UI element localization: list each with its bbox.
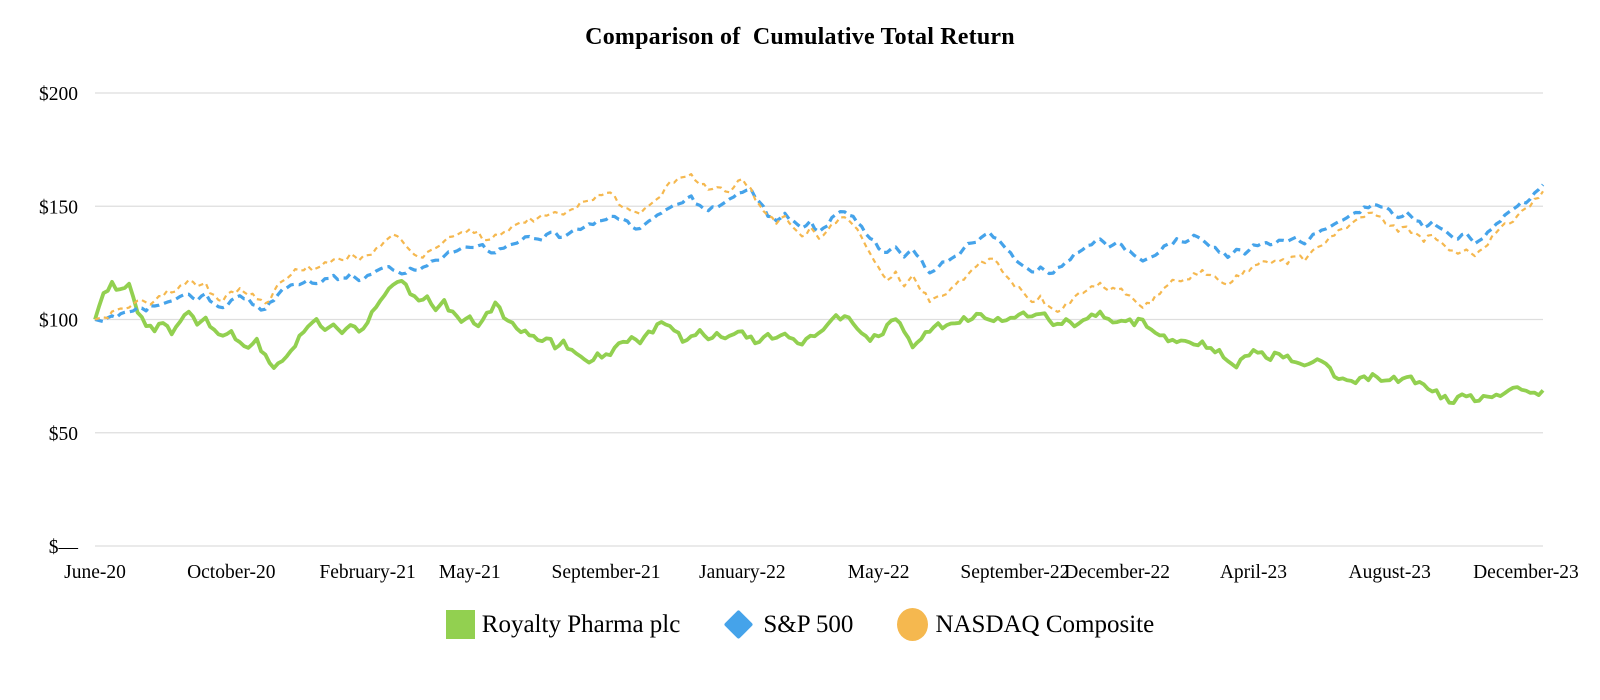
chart-title: Comparison of Cumulative Total Return <box>585 24 1015 50</box>
y-tick-label: $200 <box>39 84 78 105</box>
x-tick-label-october-20: October-20 <box>187 562 275 583</box>
legend-square-marker <box>445 610 475 639</box>
y-tick-label: $150 <box>39 197 78 218</box>
legend-label: Royalty Pharma plc <box>481 611 681 638</box>
x-tick-label-february-21: February-21 <box>319 562 415 583</box>
legend-diamond-marker <box>724 609 754 640</box>
x-tick-label-may-21: May-21 <box>439 562 501 583</box>
legend-item-nasdaq-composite: NASDAQ Composite <box>897 608 1154 641</box>
x-tick-label-september-22: September-22 <box>960 562 1069 583</box>
x-tick-label-september-21: September-21 <box>552 562 661 583</box>
series-line-royalty-pharma-plc <box>93 278 1545 406</box>
legend-label: S&P 500 <box>763 611 854 638</box>
legend-item-royalty-pharma-plc: Royalty Pharma plc <box>445 610 681 639</box>
plot-area: $200 $150 $100 $50 $— June-20 October-20 Februa… <box>39 84 1579 583</box>
legend-circle-marker <box>897 608 929 641</box>
x-tick-label-december-22: December-22 <box>1064 562 1170 583</box>
series-line-s-p-500 <box>94 183 1545 324</box>
x-tick-label-may-22: May-22 <box>848 562 910 583</box>
x-tick-label-august-23: August-23 <box>1349 562 1431 583</box>
legend-label: NASDAQ Composite <box>935 611 1155 638</box>
y-tick-label: $50 <box>49 424 78 445</box>
y-tick-label: $100 <box>39 311 78 332</box>
chart-legend: Royalty Pharma plc S&P 500 NASDAQ Composit… <box>0 608 1600 641</box>
legend-item-s-p-500: S&P 500 <box>724 609 854 640</box>
y-tick-label: $— <box>49 537 79 558</box>
x-tick-label-december-23: December-23 <box>1473 562 1579 583</box>
x-tick-label-january-22: January-22 <box>699 562 786 583</box>
x-tick-label-april-23: April-23 <box>1220 562 1287 583</box>
series-line-nasdaq-composite <box>94 173 1544 321</box>
x-tick-label-june-20: June-20 <box>64 562 126 583</box>
